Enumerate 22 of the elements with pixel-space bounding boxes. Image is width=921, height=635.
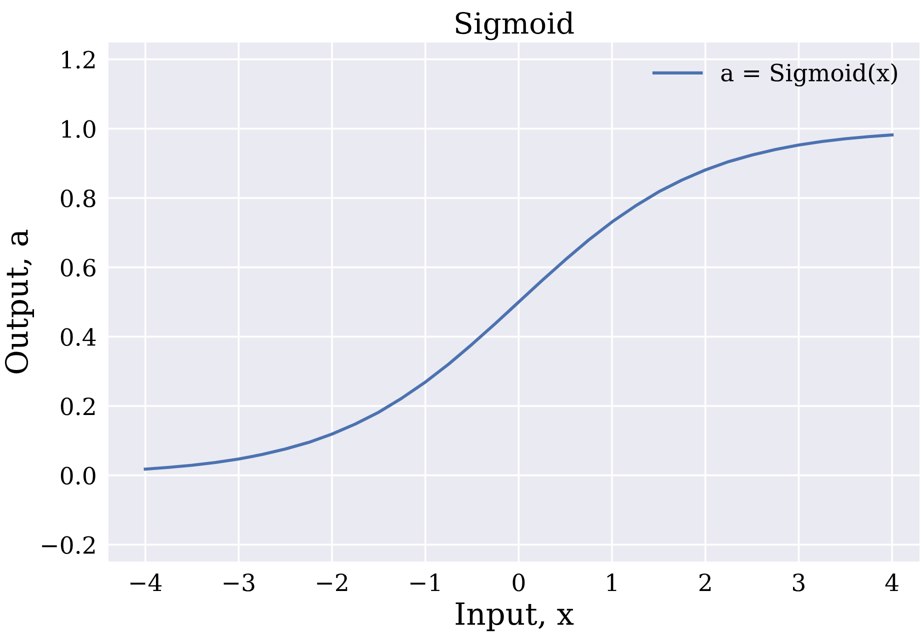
line-series <box>144 133 894 471</box>
x-tick-label: −4 <box>130 574 162 592</box>
x-tick-label: 0 <box>512 574 525 592</box>
y-tick-label: −0.2 <box>42 536 95 554</box>
y-tick-label: 1.2 <box>62 50 95 69</box>
x-tick-label: 2 <box>699 574 711 592</box>
x-tick-label: −2 <box>317 574 348 592</box>
x-tick-label: 1 <box>607 574 616 592</box>
y-tick-label: 1.0 <box>62 120 96 138</box>
legend-label: a = Sigmoid(x) <box>721 63 897 86</box>
x-tick-label: 4 <box>885 574 898 592</box>
x-tick-label: −1 <box>410 574 440 592</box>
y-tick-label: 0.4 <box>60 328 96 346</box>
y-tick-label: 0.6 <box>60 258 96 277</box>
x-tick-label: 3 <box>793 574 804 592</box>
y-tick-label: 0.2 <box>60 397 95 416</box>
y-axis-title: Output, a <box>4 230 34 374</box>
x-axis-title: Input, x <box>456 602 574 632</box>
y-tick-label: 0.8 <box>60 189 96 208</box>
chart-title: Sigmoid <box>456 12 574 40</box>
x-tick-label: −3 <box>224 574 254 592</box>
y-tick-label: 0.0 <box>60 466 96 485</box>
